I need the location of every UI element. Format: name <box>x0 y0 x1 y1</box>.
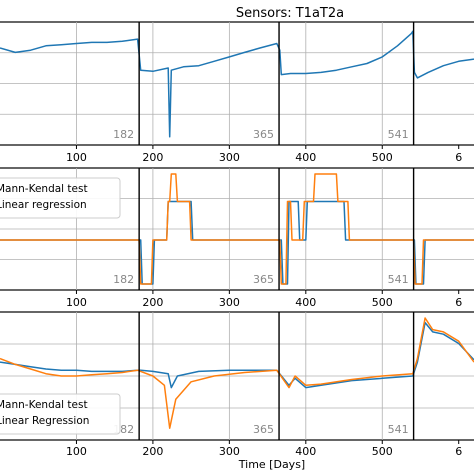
segment-label: 365 <box>253 128 274 141</box>
legend-box <box>0 393 121 435</box>
x-tick-label: 100 <box>66 445 87 458</box>
x-tick-label: 100 <box>66 296 87 309</box>
legend-entry: Linear Regression <box>0 415 89 427</box>
segment-label: 365 <box>253 273 274 286</box>
legend-entry: Mann-Kendal test <box>0 399 88 411</box>
panel-frame <box>0 311 474 441</box>
segment-label: 541 <box>388 128 409 141</box>
series-line-1 <box>0 200 474 285</box>
panel-trend: 182 365 541 100 200 300 400 500 6 Mann-Kendal tes… <box>0 167 474 309</box>
panel-frame <box>0 167 474 291</box>
x-tick-label: 200 <box>142 151 163 164</box>
series-line-2 <box>0 317 474 429</box>
x-tick-label: 300 <box>219 445 240 458</box>
segment-label: 541 <box>388 423 409 436</box>
legend-box <box>0 177 121 219</box>
panel-raw: 182 365 541 100 200 300 400 500 6 <box>0 21 474 164</box>
series-line-1 <box>0 321 474 389</box>
x-tick-label: 400 <box>295 151 316 164</box>
panels-group: 182 365 541 100 200 300 400 500 6 182 365 541 100 200… <box>0 21 474 458</box>
segment-label: 182 <box>113 128 134 141</box>
x-tick-label: 500 <box>372 151 393 164</box>
legend-entry: Linear regression <box>0 199 87 211</box>
x-tick-label: 200 <box>142 445 163 458</box>
segment-label: 365 <box>253 423 274 436</box>
x-axis-label: Time [Days] <box>238 458 305 471</box>
chart-title: Sensors: T1aT2a <box>236 6 344 21</box>
panel-frame <box>0 21 474 146</box>
x-tick-label: 300 <box>219 151 240 164</box>
x-tick-label: 100 <box>66 151 87 164</box>
x-tick-label: 6 <box>455 296 462 309</box>
series-line-2 <box>0 173 474 285</box>
x-tick-label: 6 <box>455 151 462 164</box>
segment-label: 182 <box>113 273 134 286</box>
x-tick-label: 500 <box>372 445 393 458</box>
segment-label: 541 <box>388 273 409 286</box>
x-tick-label: 200 <box>142 296 163 309</box>
series-line-1 <box>0 30 474 138</box>
x-tick-label: 500 <box>372 296 393 309</box>
legend-entry: Mann-Kendal test <box>0 183 88 195</box>
x-tick-label: 400 <box>295 445 316 458</box>
x-tick-label: 6 <box>455 445 462 458</box>
x-tick-label: 400 <box>295 296 316 309</box>
x-tick-label: 300 <box>219 296 240 309</box>
